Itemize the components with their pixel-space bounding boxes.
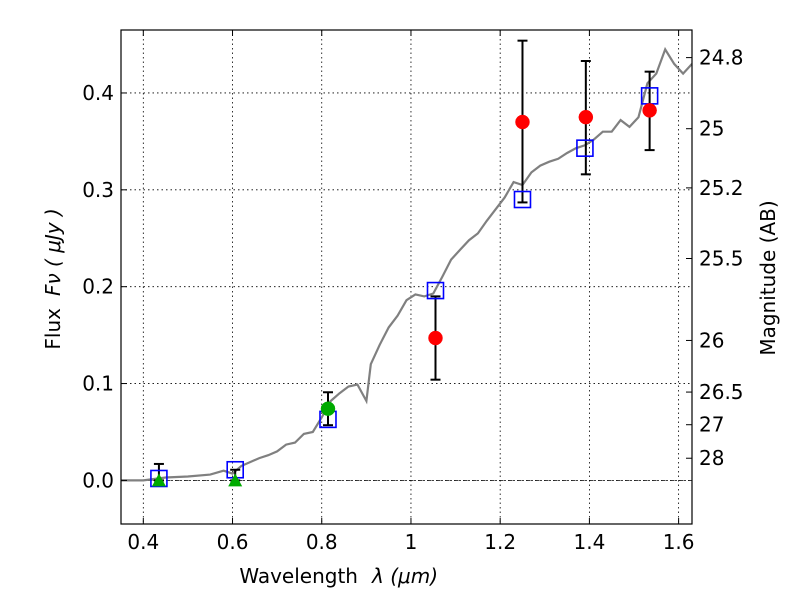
detection-circle-marker [428,330,443,346]
y-tick-label: 0.2 [82,275,114,299]
x-axis-label-text: Wavelength [239,564,358,588]
x-tick-label: 0.4 [127,530,159,554]
x-tick-label: 0.6 [217,530,249,554]
x-tick-label: 1.2 [484,530,516,554]
x-tick-label: 0.8 [306,530,338,554]
y-tick-label: 0.4 [82,81,114,105]
sed-line-layer [121,46,692,482]
y-tick-label: 0.1 [82,372,114,396]
marker-layer [150,87,659,488]
model-square-marker [426,281,445,300]
detection-circle-marker [642,103,657,118]
sed-model-line [121,46,692,482]
tick-layer: 0.4 0.6 0.8 1 1.2 1.4 1.6 0.0 0.1 0.2 0.3 0.4 24.8 25… [82,30,744,554]
x-axis-label-math: λ (μm) [371,564,438,588]
upper-limit-triangle-marker [228,473,243,487]
grid-layer [121,30,692,524]
x-tick-label: 1.4 [573,530,605,554]
y2-tick-label: 25 [699,117,724,141]
y2-tick-label: 24.8 [699,46,744,70]
y2-tick-label: 25.2 [699,176,744,200]
y2-tick-label: 28 [699,446,724,470]
upper-limit-triangle-marker [151,473,166,487]
model-square-marker [150,469,168,488]
y2-tick-label: 26 [699,328,724,352]
detection-circle-marker [320,401,336,416]
y2-tick-label: 27 [699,413,724,437]
y-axis-label: Flux Fν ( μJy ) [41,208,65,349]
y2-tick-label: 25.5 [699,246,744,270]
x-tick-label: 1 [405,530,418,554]
plot-frame [120,29,693,525]
model-square-marker [576,139,594,157]
y2-tick-label: 26.5 [699,380,744,404]
model-square-marker [513,190,532,209]
error-bar-layer [153,39,655,482]
y2-axis-label: Magnitude (AB) [756,200,780,355]
y-tick-label: 0.3 [82,178,114,202]
y-axis-label-text: Flux [41,308,65,350]
x-axis-label: Wavelength λ (μm) [239,564,438,588]
x-tick-label: 1.6 [663,530,695,554]
y-axis-label-math: Fν ( μJy ) [41,208,65,296]
detection-circle-marker [578,109,594,125]
y-tick-label: 0.0 [82,468,114,492]
detection-circle-marker [515,114,530,130]
